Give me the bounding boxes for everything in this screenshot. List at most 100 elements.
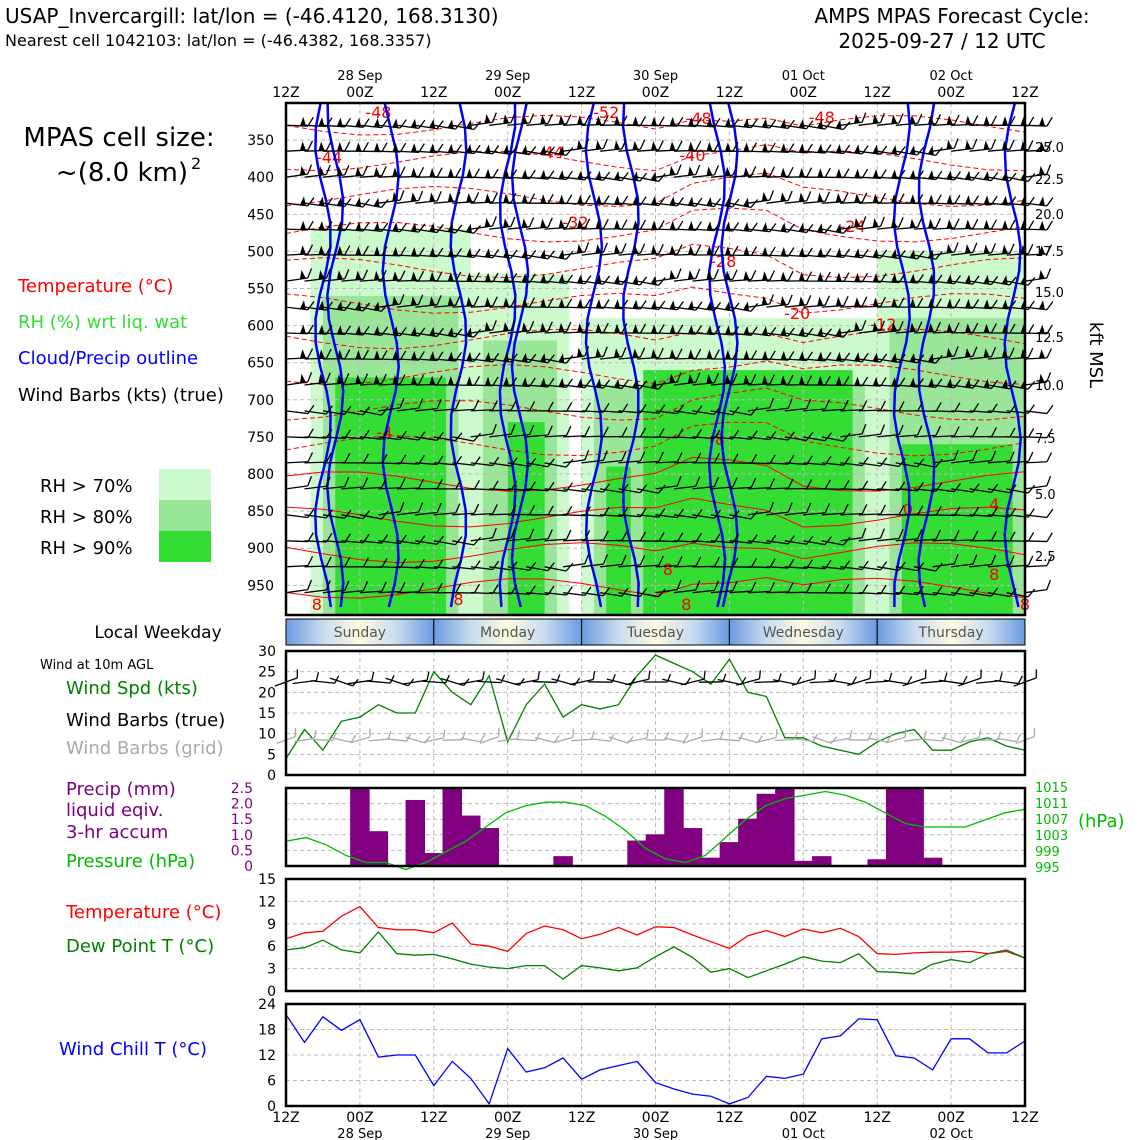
barb-shaft xyxy=(304,124,327,128)
barb-flag xyxy=(806,295,812,306)
barb-pennant xyxy=(355,221,362,231)
surface-barb-true xyxy=(883,676,913,685)
wind-barb xyxy=(895,193,924,204)
wind-barb xyxy=(858,216,886,230)
wind-barb xyxy=(655,220,684,231)
barb-shaft xyxy=(396,358,419,361)
wind-barb xyxy=(526,321,553,334)
panel-tick-label: 2.0 xyxy=(231,797,253,813)
barb-pennant xyxy=(650,171,657,182)
top-time-axis: 12Z 00Z 12Z 00Z 12Z 00Z 12Z 00Z 12Z 00Z 12Z 28 Sep 2… xyxy=(272,69,1038,101)
wind-barb xyxy=(821,168,850,179)
barb-pennant xyxy=(614,219,621,229)
barb-shaft xyxy=(489,150,512,155)
barb-flag xyxy=(732,141,739,152)
barb-flag xyxy=(424,735,431,744)
wind-barb xyxy=(969,170,999,182)
barb-shaft xyxy=(655,124,678,127)
wind-barb xyxy=(969,274,999,286)
barb-flag xyxy=(658,276,666,286)
wind-barb xyxy=(304,348,332,360)
barb-flag xyxy=(676,197,684,207)
barb-flag xyxy=(399,350,407,361)
barb-shaft xyxy=(700,738,721,742)
barb-shaft xyxy=(608,736,629,744)
barb-flag xyxy=(879,145,888,155)
barb-pennant xyxy=(872,297,879,307)
barb-flag xyxy=(565,147,574,156)
barb-flag xyxy=(528,217,535,228)
barb-pennant xyxy=(780,271,787,281)
barb-flag xyxy=(842,224,851,234)
barb-pennant xyxy=(392,271,399,281)
barb-flag xyxy=(418,190,424,201)
wind-barb xyxy=(322,196,352,208)
wind-barb xyxy=(636,275,666,286)
wind-barb xyxy=(655,164,682,178)
barb-pennant xyxy=(817,327,823,337)
wind-barb xyxy=(433,167,462,178)
barb-flag xyxy=(528,353,537,363)
barb-flag xyxy=(492,168,499,179)
wind-barb xyxy=(877,217,904,230)
barb-shaft xyxy=(470,254,493,259)
wind-barb xyxy=(1024,140,1053,152)
wind-barb xyxy=(359,269,387,282)
barb-shaft xyxy=(655,228,678,231)
pressure-tick-label: 1003 xyxy=(1035,829,1068,844)
barb-pennant xyxy=(724,142,731,152)
barb-pennant xyxy=(854,321,861,332)
barb-pennant xyxy=(743,246,750,256)
surface-barb-true xyxy=(329,677,359,687)
barb-pennant xyxy=(964,170,971,180)
barb-pennant xyxy=(909,322,916,332)
barb-flag xyxy=(1046,508,1054,518)
barb-pennant xyxy=(429,222,436,233)
wind-barb xyxy=(470,296,498,308)
wind-barb xyxy=(600,219,628,230)
panel-tick-label: 0.5 xyxy=(231,843,253,859)
barb-shaft xyxy=(489,305,512,308)
wind-barb xyxy=(581,170,611,181)
wind-barb xyxy=(766,190,793,204)
barb-flag xyxy=(528,146,537,156)
wind-barb xyxy=(1024,164,1052,178)
barb-pennant xyxy=(706,300,713,311)
precip-bar xyxy=(461,815,481,867)
cell-size-sup: 2 xyxy=(191,154,201,173)
barb-flag xyxy=(621,276,629,285)
barb-shaft xyxy=(1024,306,1047,311)
barb-shaft xyxy=(415,358,438,362)
barb-pennant xyxy=(706,117,713,127)
bottom-hour-label: 00Z xyxy=(937,1110,964,1126)
barb-flag xyxy=(695,197,703,207)
barb-shaft xyxy=(883,679,908,685)
barb-flag xyxy=(713,165,720,176)
barb-pennant xyxy=(355,142,362,152)
label-dewpoint: Dew Point T (°C) xyxy=(66,936,214,957)
wind-barb xyxy=(803,327,832,338)
barb-pennant xyxy=(447,119,454,129)
barb-pennant xyxy=(373,350,380,360)
barb-pennant xyxy=(928,273,934,284)
wind-barb xyxy=(285,268,313,282)
surface-barb-grid xyxy=(848,731,873,741)
barb-pennant xyxy=(540,169,547,179)
barb-flag xyxy=(529,297,536,308)
barb-flag xyxy=(924,669,927,679)
barb-flag xyxy=(381,142,388,152)
wind-barb xyxy=(415,326,444,338)
surface-barb-true xyxy=(385,677,415,687)
barb-pennant xyxy=(540,322,547,332)
barb-pennant xyxy=(687,196,694,206)
barb-flag xyxy=(362,302,371,312)
wind-barb xyxy=(747,142,776,153)
barb-shaft xyxy=(840,254,863,259)
label-liquid: liquid eqiv. xyxy=(66,800,163,821)
barb-pennant xyxy=(650,299,657,310)
barb-pennant xyxy=(410,350,417,361)
barb-shaft xyxy=(563,280,586,285)
barb-flag xyxy=(498,728,500,737)
barb-shaft xyxy=(470,176,493,179)
barb-flag xyxy=(1027,451,1034,462)
